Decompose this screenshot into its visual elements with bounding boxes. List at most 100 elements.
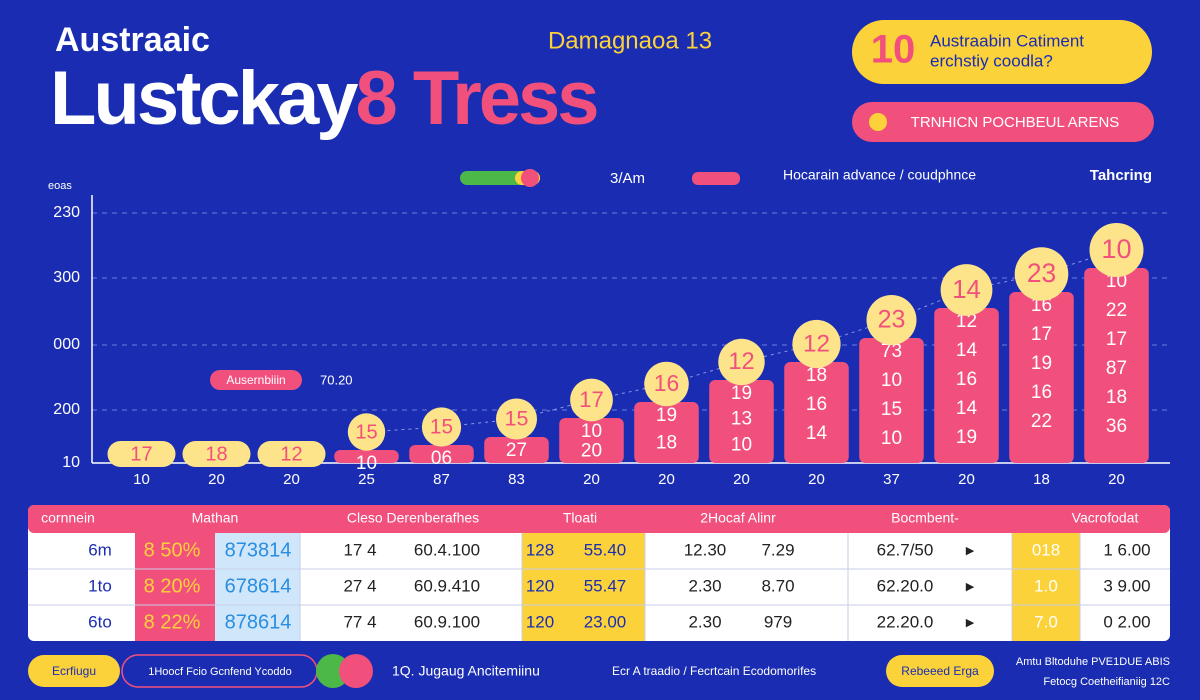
bubble: [347, 413, 386, 451]
table-cell: 62.20.0: [877, 576, 934, 595]
table-cell: 7.0: [1034, 612, 1058, 631]
bar-label: 16: [806, 394, 827, 415]
bar-label: 17: [1031, 324, 1052, 345]
bar: [1009, 292, 1074, 463]
footer-pill-text: Ecrfiugu: [52, 664, 96, 678]
bar-label: 10: [581, 421, 602, 442]
table-cell: ▸: [966, 540, 975, 559]
x-tick-label: 87: [433, 471, 450, 488]
legend-item: Tahcring: [1090, 167, 1152, 184]
bar: [1084, 268, 1149, 463]
table-cell: 55.47: [584, 576, 627, 595]
table-cell: 2.30: [688, 612, 721, 631]
table-header-cell: Vacrofodat: [1072, 510, 1139, 526]
table-cell: 3 9.00: [1103, 576, 1150, 595]
footer-pill-text: Rebeeed Erga: [901, 664, 979, 678]
bubble-label: 23: [1027, 258, 1056, 288]
x-tick-label: 20: [283, 471, 300, 488]
bar-label: 19: [656, 405, 677, 426]
table-cell: 128: [526, 540, 554, 559]
bubble-label: 23: [878, 306, 906, 334]
badge: [852, 20, 1152, 84]
bar-label: 10: [356, 453, 377, 474]
table-cell: 7.29: [761, 540, 794, 559]
x-tick-label: 20: [808, 471, 825, 488]
table-cell: ▸: [966, 576, 975, 595]
bubble-label: 17: [130, 443, 152, 465]
bar-label: 22: [1106, 300, 1127, 321]
bar-label: 19: [1031, 353, 1052, 374]
title: Lustckay8 Tress: [50, 56, 597, 141]
bubble-label: 12: [728, 349, 754, 375]
x-tick-label: 20: [1108, 471, 1125, 488]
bubble-label: 14: [952, 276, 981, 304]
y-tick-label: 300: [53, 269, 80, 286]
pill-text: TRNHICN POCHBEUL ARENS: [911, 114, 1120, 131]
bubble: [866, 295, 917, 345]
table-cell: 678614: [225, 575, 292, 597]
table-cell: 12.30: [684, 540, 727, 559]
bar-label: 27: [506, 440, 527, 461]
bar: [784, 362, 849, 463]
legend-swatch: [692, 172, 740, 185]
bubble-label: 15: [430, 416, 453, 439]
column-highlight: [522, 533, 645, 641]
table-cell: 6m: [88, 540, 112, 559]
table-cell: 1 6.00: [1103, 540, 1150, 559]
bubble: [718, 338, 765, 386]
bar-label: 18: [1106, 387, 1127, 408]
x-tick-label: 25: [358, 471, 375, 488]
badge-number: 10: [871, 28, 916, 72]
x-tick-label: 18: [1033, 471, 1050, 488]
bubble: [257, 441, 326, 467]
table-cell: ▸: [966, 612, 975, 631]
table-cell: 8 22%: [144, 611, 201, 633]
table-cell: 018: [1032, 540, 1060, 559]
bar-label: 22: [1031, 411, 1052, 432]
bubble-label: 12: [280, 443, 302, 465]
table-cell: 120: [526, 612, 554, 631]
y-tick-label: 200: [53, 401, 80, 418]
table-cell: 23.00: [584, 612, 627, 631]
table-header-cell: 2Hocaf Alinr: [700, 510, 776, 526]
table-header-cell: cornnein: [41, 510, 95, 526]
bar-label: 10: [731, 434, 752, 455]
bubble: [792, 319, 841, 369]
bar: [484, 437, 549, 463]
table-cell: 120: [526, 576, 554, 595]
footer-pill: [886, 655, 994, 687]
footer-dot: [339, 654, 373, 688]
bar-label: 14: [956, 398, 978, 419]
legend-dot: [521, 169, 539, 187]
bar: [559, 418, 624, 463]
table-cell: 1.0: [1034, 576, 1058, 595]
table-cell: 60.4.100: [414, 540, 480, 559]
x-tick-label: 20: [208, 471, 225, 488]
bar-label: 18: [656, 433, 677, 454]
pill: [852, 102, 1154, 142]
bar: [859, 338, 924, 463]
bubble-label: 10: [1101, 233, 1131, 264]
table-cell: 17 4: [343, 540, 376, 559]
table-header-cell: Tloati: [563, 510, 597, 526]
table-cell: 8.70: [761, 576, 794, 595]
footer-text: 1Q. Jugaug Ancitemiinu: [392, 663, 540, 679]
table-cell: 62.7/50: [877, 540, 934, 559]
bubble: [107, 441, 176, 467]
bubble-label: 17: [579, 387, 604, 412]
bar-label: 19: [956, 427, 977, 448]
bubble-label: 15: [355, 421, 377, 443]
badge-text: Austraabin Catiment: [930, 31, 1084, 50]
x-tick-label: 83: [508, 471, 525, 488]
column-highlight: [135, 533, 215, 641]
x-tick-label: 20: [958, 471, 975, 488]
bar-label: 19: [731, 383, 752, 404]
bar-label: 14: [806, 423, 828, 444]
bubble-label: 16: [654, 370, 679, 396]
bubble: [570, 378, 613, 422]
annotation-text: 70.20: [320, 372, 353, 387]
column-highlight: [215, 533, 300, 641]
table-cell: 2.30: [688, 576, 721, 595]
